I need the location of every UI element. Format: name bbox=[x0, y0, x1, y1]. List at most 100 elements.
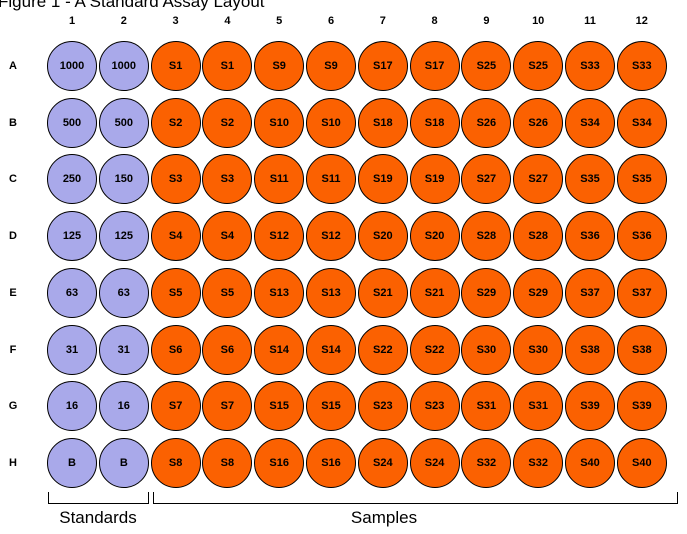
sample-well: S18 bbox=[409, 97, 460, 148]
sample-well: S34 bbox=[616, 97, 667, 148]
sample-well: S26 bbox=[513, 97, 564, 148]
sample-well: S8 bbox=[202, 437, 253, 488]
sample-well: S5 bbox=[150, 267, 201, 318]
sample-well: S26 bbox=[461, 97, 512, 148]
sample-well: S35 bbox=[565, 154, 615, 205]
sample-well: S18 bbox=[357, 97, 408, 148]
row-label: B bbox=[9, 116, 17, 129]
sample-well: S38 bbox=[616, 324, 667, 375]
standard-well: B bbox=[98, 437, 149, 488]
sample-well: S30 bbox=[461, 324, 512, 375]
column-label: 2 bbox=[120, 15, 127, 27]
sample-well: S5 bbox=[202, 267, 253, 318]
samples-label: Samples bbox=[350, 508, 418, 527]
sample-well: S24 bbox=[357, 437, 408, 488]
sample-well: S32 bbox=[461, 437, 512, 488]
sample-well: S9 bbox=[306, 41, 356, 91]
row-label: D bbox=[9, 230, 17, 243]
sample-well: S11 bbox=[254, 154, 305, 205]
standard-well: 500 bbox=[47, 97, 97, 148]
sample-well: S17 bbox=[409, 41, 460, 91]
standard-well: B bbox=[47, 437, 97, 488]
sample-well: S2 bbox=[202, 97, 253, 148]
sample-well: S19 bbox=[357, 154, 408, 205]
sample-well: S30 bbox=[513, 324, 564, 375]
sample-well: S33 bbox=[565, 41, 615, 91]
sample-well: S29 bbox=[461, 267, 512, 318]
sample-well: S3 bbox=[150, 154, 201, 205]
sample-well: S25 bbox=[461, 41, 512, 91]
sample-well: S21 bbox=[409, 267, 460, 318]
column-label: 12 bbox=[635, 15, 648, 27]
standard-well: 150 bbox=[98, 154, 149, 205]
sample-well: S15 bbox=[254, 381, 305, 432]
sample-well: S33 bbox=[616, 41, 667, 91]
column-label: 4 bbox=[224, 15, 231, 27]
standards-bracket bbox=[48, 492, 149, 504]
sample-well: S4 bbox=[150, 211, 201, 262]
sample-well: S2 bbox=[150, 97, 201, 148]
standard-well: 250 bbox=[47, 154, 97, 205]
sample-well: S8 bbox=[150, 437, 201, 488]
standard-well: 1000 bbox=[98, 41, 149, 91]
sample-well: S23 bbox=[357, 381, 408, 432]
sample-well: S28 bbox=[461, 211, 512, 262]
sample-well: S7 bbox=[202, 381, 253, 432]
sample-well: S1 bbox=[202, 41, 253, 91]
sample-well: S13 bbox=[254, 267, 305, 318]
sample-well: S16 bbox=[254, 437, 305, 488]
row-label: F bbox=[9, 343, 17, 356]
sample-well: S37 bbox=[565, 267, 615, 318]
row-label: E bbox=[9, 286, 17, 299]
column-label: 7 bbox=[379, 15, 386, 27]
row-label: C bbox=[9, 173, 17, 186]
standard-well: 63 bbox=[98, 267, 149, 318]
sample-well: S32 bbox=[513, 437, 564, 488]
sample-well: S17 bbox=[357, 41, 408, 91]
sample-well: S39 bbox=[616, 381, 667, 432]
sample-well: S24 bbox=[409, 437, 460, 488]
standard-well: 16 bbox=[98, 381, 149, 432]
standard-well: 1000 bbox=[47, 41, 97, 91]
sample-well: S40 bbox=[565, 437, 615, 488]
sample-well: S10 bbox=[306, 97, 356, 148]
sample-well: S38 bbox=[565, 324, 615, 375]
sample-well: S40 bbox=[616, 437, 667, 488]
figure-title: Figure 1 - A Standard Assay Layout bbox=[0, 0, 265, 11]
column-label: 3 bbox=[172, 15, 179, 27]
sample-well: S1 bbox=[150, 41, 201, 91]
sample-well: S6 bbox=[202, 324, 253, 375]
sample-well: S27 bbox=[513, 154, 564, 205]
standard-well: 125 bbox=[98, 211, 149, 262]
sample-well: S29 bbox=[513, 267, 564, 318]
sample-well: S22 bbox=[357, 324, 408, 375]
standard-well: 31 bbox=[98, 324, 149, 375]
standard-well: 63 bbox=[47, 267, 97, 318]
sample-well: S25 bbox=[513, 41, 564, 91]
sample-well: S4 bbox=[202, 211, 253, 262]
sample-well: S6 bbox=[150, 324, 201, 375]
sample-well: S12 bbox=[306, 211, 356, 262]
sample-well: S20 bbox=[409, 211, 460, 262]
sample-well: S31 bbox=[513, 381, 564, 432]
column-label: 11 bbox=[584, 15, 596, 27]
column-label: 9 bbox=[483, 15, 490, 27]
row-label: A bbox=[9, 60, 17, 72]
sample-well: S11 bbox=[306, 154, 356, 205]
sample-well: S19 bbox=[409, 154, 460, 205]
sample-well: S39 bbox=[565, 381, 615, 432]
sample-well: S28 bbox=[513, 211, 564, 262]
sample-well: S37 bbox=[616, 267, 667, 318]
column-label: 5 bbox=[276, 15, 283, 27]
column-label: 10 bbox=[532, 15, 545, 27]
standards-label: Standards bbox=[59, 508, 137, 527]
sample-well: S22 bbox=[409, 324, 460, 375]
standard-well: 500 bbox=[98, 97, 149, 148]
sample-well: S35 bbox=[616, 154, 667, 205]
row-label: G bbox=[8, 400, 18, 413]
column-label: 8 bbox=[431, 15, 438, 27]
sample-well: S10 bbox=[254, 97, 305, 148]
sample-well: S9 bbox=[254, 41, 305, 91]
standard-well: 31 bbox=[47, 324, 97, 375]
sample-well: S36 bbox=[616, 211, 667, 262]
